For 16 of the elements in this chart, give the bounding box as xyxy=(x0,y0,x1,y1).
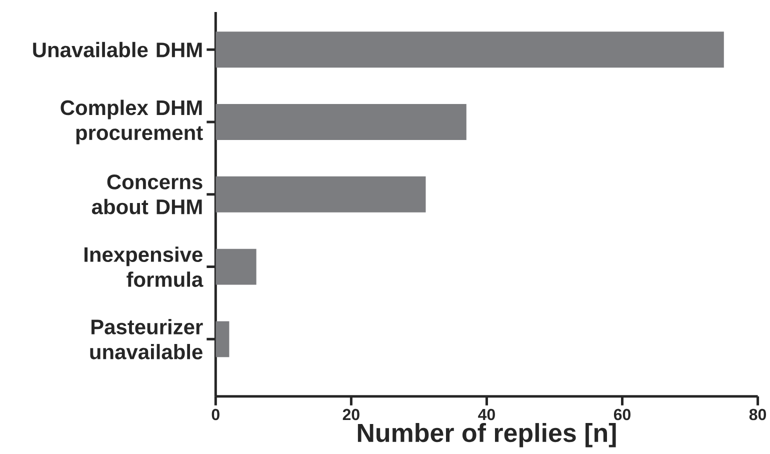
x-axis-title: Number of replies [n] xyxy=(358,422,616,448)
y-tick-label: Pasteurizer unavailable xyxy=(90,318,203,360)
bar xyxy=(216,104,466,140)
y-tick-label: Concerns about DHM xyxy=(92,174,202,214)
bar xyxy=(216,248,256,285)
x-tick-label: 60 xyxy=(614,408,630,420)
y-tick-label: Complex DHM procurement xyxy=(60,100,203,144)
bar xyxy=(216,321,230,358)
bar xyxy=(216,176,426,212)
y-tick-label: Unavailable DHM xyxy=(33,42,202,58)
x-tick-label: 0 xyxy=(212,408,220,420)
bar xyxy=(216,32,724,68)
x-tick-label: 40 xyxy=(478,408,495,420)
y-tick-label: Inexpensive formula xyxy=(84,246,204,287)
x-tick-label: 80 xyxy=(749,408,766,420)
x-tick-label: 20 xyxy=(342,408,360,420)
